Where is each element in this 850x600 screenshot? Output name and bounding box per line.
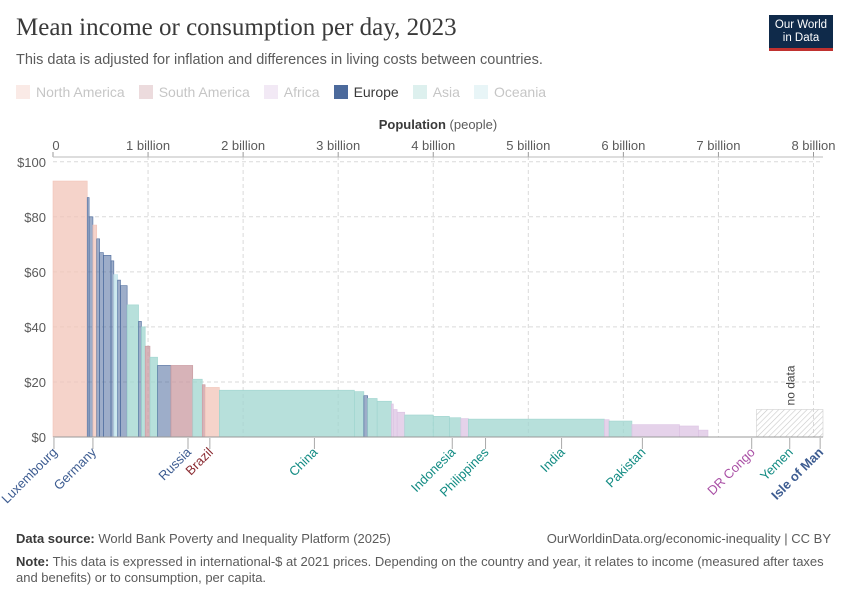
x-tick-label: 8 billion [791, 138, 835, 153]
bar-segment [113, 274, 118, 438]
bar-segment [631, 424, 680, 438]
x-axis-title: Population (people) [379, 117, 497, 132]
no-data-label: no data [784, 365, 798, 405]
logo-line-2: in Data [782, 31, 820, 44]
data-source: Data source: World Bank Poverty and Ineq… [16, 531, 391, 546]
legend-item-europe[interactable]: Europe [333, 84, 399, 100]
legend-item-oceania[interactable]: Oceania [473, 84, 547, 100]
bar-segment [96, 238, 100, 438]
bar-segment [192, 378, 203, 438]
logo-line-1: Our World [774, 18, 828, 31]
legend-label: Oceania [493, 84, 547, 100]
x-tick-label: 0 [52, 138, 59, 153]
legend-item-africa[interactable]: Africa [263, 84, 320, 100]
x-tick-label: 1 billion [126, 138, 170, 153]
x-tick-label: 6 billion [601, 138, 645, 153]
country-label: Luxembourg [0, 445, 60, 507]
legend-item-north-america[interactable]: North America [16, 84, 125, 100]
owid-logo[interactable]: Our World in Data [769, 15, 833, 51]
chart-subtitle: This data is adjusted for inflation and … [16, 52, 543, 68]
legend-swatch [473, 85, 488, 99]
y-tick-label: $100 [17, 155, 46, 170]
no-data-region: no data [756, 365, 824, 438]
bar-segment [126, 304, 139, 438]
legend-item-asia[interactable]: Asia [412, 84, 460, 100]
bar-segment [88, 216, 94, 438]
bar-segment [460, 418, 469, 438]
bar-segment [201, 384, 206, 438]
y-tick-label: $80 [24, 210, 46, 225]
x-tick-label: 7 billion [696, 138, 740, 153]
legend-swatch [138, 85, 153, 99]
source-text[interactable]: World Bank Poverty and Inequality Platfo… [98, 531, 391, 546]
no-data-hatch [756, 409, 824, 438]
bar-segment [363, 395, 368, 438]
bar-segment [219, 389, 355, 438]
bar-segment [604, 419, 610, 438]
legend-swatch [412, 85, 427, 99]
bar-segment [376, 400, 392, 438]
bar-segment [149, 356, 158, 438]
source-label: Data source: [16, 531, 95, 546]
bar-segment [110, 260, 115, 438]
bar-segment [103, 255, 112, 438]
note-text: This data is expressed in international-… [16, 554, 824, 585]
bar-segment [52, 180, 88, 438]
legend-label: Europe [353, 84, 399, 100]
x-tick-label: 2 billion [221, 138, 265, 153]
legend-swatch [16, 85, 30, 99]
x-tick-label: 5 billion [506, 138, 550, 153]
legend-swatch [263, 85, 278, 99]
bar-segment [92, 224, 98, 438]
bar-segment [396, 411, 406, 438]
bar-segment [404, 414, 434, 438]
bar-segment [99, 252, 104, 438]
bar-segment [117, 279, 121, 438]
legend-label: Asia [432, 84, 460, 100]
legend-label: South America [158, 84, 250, 100]
bar-segment [138, 321, 142, 438]
country-label: DR Congo [704, 445, 758, 499]
bar-segment [367, 398, 378, 438]
axes: $0 $20 $40 $60 $80 $100 0 1 billion 2 billion 3 b… [17, 117, 835, 445]
bar-segment [432, 416, 450, 438]
bar-segment [204, 387, 220, 438]
legend: North America South America Africa Europ… [16, 84, 560, 100]
source-url[interactable]: OurWorldinData.org/economic-inequality |… [546, 531, 831, 546]
y-tick-label: $60 [24, 265, 46, 280]
country-label: India [537, 444, 568, 475]
legend-item-south-america[interactable]: South America [138, 84, 250, 100]
bar-segment [679, 425, 699, 438]
bar-segment [449, 417, 462, 438]
bar-segment [170, 365, 194, 438]
chart-area: no data $0 $20 $40 $60 $80 $100 0 1 billion 2 bi… [0, 117, 836, 506]
bar-segment [144, 345, 151, 438]
country-label: Germany [51, 444, 100, 493]
country-label: China [286, 444, 321, 479]
x-tick-label: 4 billion [411, 138, 455, 153]
bar-segment [698, 429, 709, 438]
y-tick-label: $40 [24, 320, 46, 335]
bar-segment [393, 409, 398, 438]
bar-segment [608, 420, 633, 438]
y-tick-label: $0 [32, 430, 46, 445]
bar-segment [157, 365, 172, 438]
chart-note: Note: This data is expressed in internat… [16, 554, 831, 586]
y-tick-label: $20 [24, 375, 46, 390]
bar-segment [468, 418, 605, 438]
legend-label: Africa [283, 84, 320, 100]
bar-segment [354, 391, 365, 438]
country-label: Pakistan [603, 445, 649, 491]
chart-title: Mean income or consumption per day, 2023 [16, 14, 457, 41]
bars [52, 180, 709, 438]
bar-segment [120, 285, 128, 438]
legend-swatch [333, 85, 348, 99]
legend-label: North America [36, 84, 125, 100]
x-tick-label: 3 billion [316, 138, 360, 153]
bar-segment [141, 326, 146, 438]
note-label: Note: [16, 554, 50, 569]
